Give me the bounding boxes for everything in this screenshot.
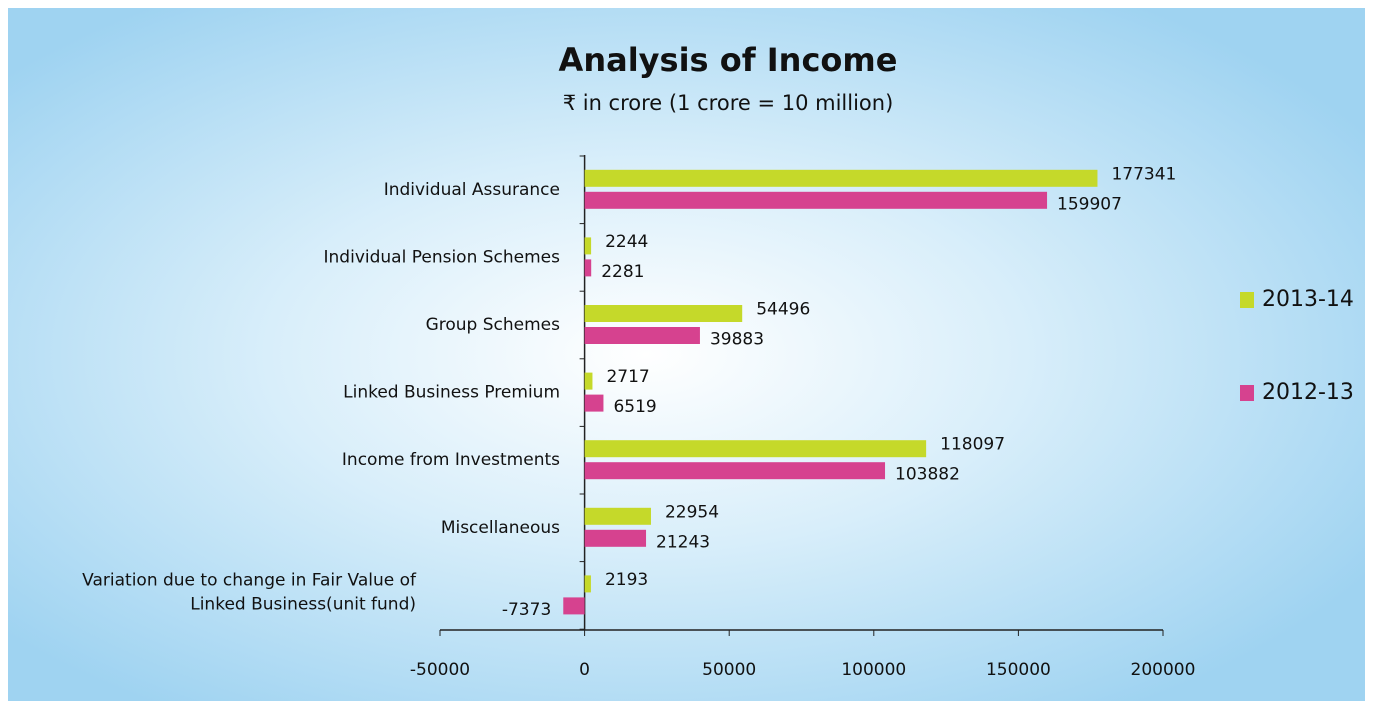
x-tick-label: 0: [579, 660, 590, 680]
value-label: 21243: [656, 532, 710, 552]
value-label: 2193: [605, 570, 648, 590]
category-label: Linked Business Premium: [343, 383, 560, 403]
legend-swatch: [1240, 385, 1254, 401]
legend-swatch: [1240, 292, 1254, 308]
x-tick-label: 50000: [702, 660, 756, 680]
bar: [584, 237, 592, 255]
category-label: Income from Investments: [342, 450, 560, 470]
legend-label: 2013-14: [1262, 287, 1354, 312]
bar: [584, 462, 886, 480]
bar: [584, 191, 1048, 209]
value-label: 2244: [605, 232, 648, 252]
value-label: 39883: [710, 330, 764, 350]
bar: [584, 372, 593, 390]
value-label: 118097: [940, 435, 1005, 455]
category-label: Individual Assurance: [384, 180, 560, 200]
value-label: 22954: [665, 502, 719, 522]
bar: [584, 327, 700, 344]
x-tick-label: 200000: [1131, 660, 1196, 680]
value-label: -7373: [502, 600, 551, 620]
bar: [584, 575, 591, 593]
bar: [584, 259, 592, 277]
value-label: 2281: [601, 262, 644, 282]
value-label: 177341: [1111, 164, 1176, 184]
value-label: 2717: [606, 367, 649, 387]
bar: [584, 529, 647, 547]
category-label: Individual Pension Schemes: [324, 247, 561, 267]
x-tick-label: 100000: [841, 660, 906, 680]
background: [8, 8, 1365, 701]
legend-label: 2012-13: [1262, 380, 1354, 405]
bar: [584, 507, 651, 525]
value-label: 6519: [613, 397, 656, 417]
bar: [584, 394, 604, 412]
chart-title: Analysis of Income: [559, 41, 898, 79]
bar: [584, 169, 1098, 187]
bar: [584, 305, 743, 322]
category-label: Variation due to change in Fair Value of…: [82, 570, 417, 614]
x-tick-label: 150000: [986, 660, 1051, 680]
bar: [584, 440, 927, 458]
category-label: Group Schemes: [426, 315, 561, 335]
value-label: 159907: [1057, 194, 1122, 214]
chart-subtitle: ₹ in crore (1 crore = 10 million): [563, 91, 894, 115]
value-label: 54496: [756, 300, 810, 320]
value-label: 103882: [895, 465, 960, 485]
x-tick-label: -50000: [410, 660, 470, 680]
bar: [563, 597, 585, 615]
category-label: Miscellaneous: [441, 518, 560, 538]
